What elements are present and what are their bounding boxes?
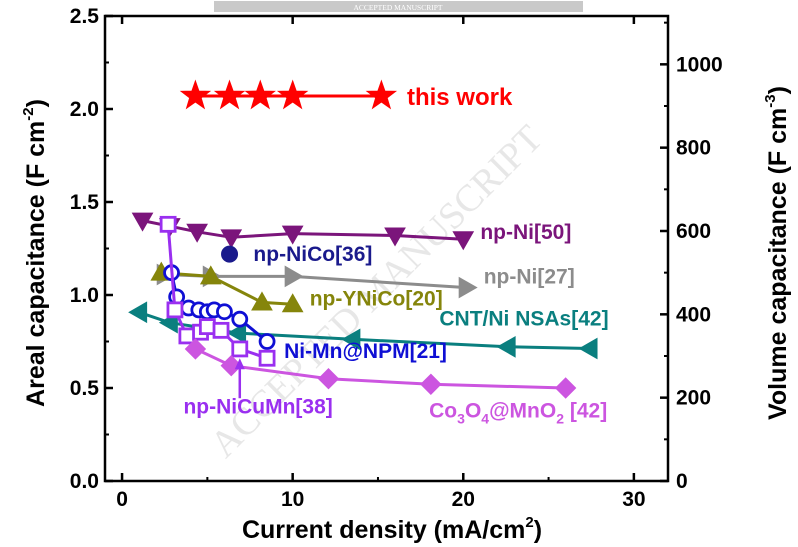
np-ni-27-marker [458,276,478,299]
y-left-tick-label: 0.0 [70,470,99,493]
np-ni-50-marker [131,212,154,232]
np-nicumn-38-marker [258,349,276,367]
np-ni-50-marker [281,225,304,245]
np-nicumn-pointer-arrowhead [234,358,245,370]
x-tick-label: 10 [281,488,304,511]
x-axis-title: Current density (mA/cm2) [242,514,542,544]
co3o4-mno2-42-marker [554,377,577,399]
x-tick-label: 0 [116,488,128,511]
np-ni-50-marker [186,223,208,243]
np-nicumn-38-marker [178,327,196,345]
co3o4-mno2-42-label: Co3O4@MnO2 [42] [429,399,607,426]
plot-layer: 0 10 20 30 0.0 0.5 1.0 1.5 2.0 2.5 0 200 400 600 800 10… [70,5,723,511]
y-right-tick-label: 1000 [676,53,723,76]
left-y-axis-title: Areal capacitance (F cm-2) [20,99,50,407]
cnt-ni-nsas-42-label: CNT/Ni NSAs[42] [439,307,608,330]
this-work-label: this work [407,84,513,111]
np-nicumn-38-marker [198,318,216,336]
this-work-marker [244,79,276,110]
np-ynico-20-marker [251,291,273,311]
this-work-marker [179,79,212,110]
banner-bar [214,1,583,12]
ni-mn-npm-21-marker [258,333,276,350]
np-ni-50-marker [384,227,406,247]
co3o4-mno2-42-marker [420,373,442,395]
np-ynico-20-marker [199,265,222,285]
np-nico-36-marker [221,245,239,263]
cnt-ni-nsas-42-marker [341,328,361,351]
y-left-tick-label: 1.5 [70,191,100,214]
np-ynico-20-line [161,271,293,306]
this-work-marker [213,79,246,110]
ni-mn-npm-21-marker [231,310,249,328]
y-right-tick-label: 0 [676,470,688,493]
co3o4-mno2-42-marker [184,338,207,360]
this-work-marker [365,79,398,110]
np-nicumn-38-marker [166,301,184,319]
y-right-tick-label: 200 [676,387,711,410]
y-left-tick-label: 0.5 [70,377,100,400]
np-ynico-20-marker [281,293,304,313]
cnt-ni-nsas-42-marker [128,301,148,324]
x-tick-label: 20 [452,488,475,511]
np-ni-27-label: np-Ni[27] [484,265,575,288]
ni-mn-npm-21-label: Ni-Mn@NPM[21] [284,340,447,363]
np-ni-50-marker [220,229,243,249]
np-nicumn-38-marker [212,321,230,339]
np-ni-27-marker [284,265,304,288]
cnt-ni-nsas-42-marker [227,322,247,344]
co3o4-mno2-42-marker [317,367,340,390]
this-work-marker [276,79,309,110]
right-y-axis-title: Volume capacitance (F cm-3) [762,86,792,420]
np-nico-36-label: np-NiCo[36] [253,243,372,266]
cnt-ni-nsas-42-marker [496,335,516,358]
y-left-tick-label: 2.0 [70,98,99,121]
y-right-tick-label: 800 [676,137,711,160]
np-nicumn-38-label: np-NiCuMn[38] [183,396,332,419]
cnt-ni-nsas-42-marker [578,337,598,360]
y-left-tick-label: 1.0 [70,284,99,307]
x-tick-label: 30 [622,488,645,511]
np-ni-50-marker [452,231,475,251]
y-right-tick-label: 400 [676,303,711,326]
np-nicumn-38-marker [231,340,249,358]
y-left-tick-label: 2.5 [70,5,100,28]
np-ni-50-label: np-Ni[50] [480,221,571,244]
np-ynico-20-label: np-YNiCo[20] [310,288,443,311]
ni-mn-npm-21-marker [216,303,233,321]
y-right-tick-label: 600 [676,220,711,243]
np-nicumn-38-marker [159,215,177,233]
banner-text: ACCEPTED MANUSCRIPT [354,3,443,12]
